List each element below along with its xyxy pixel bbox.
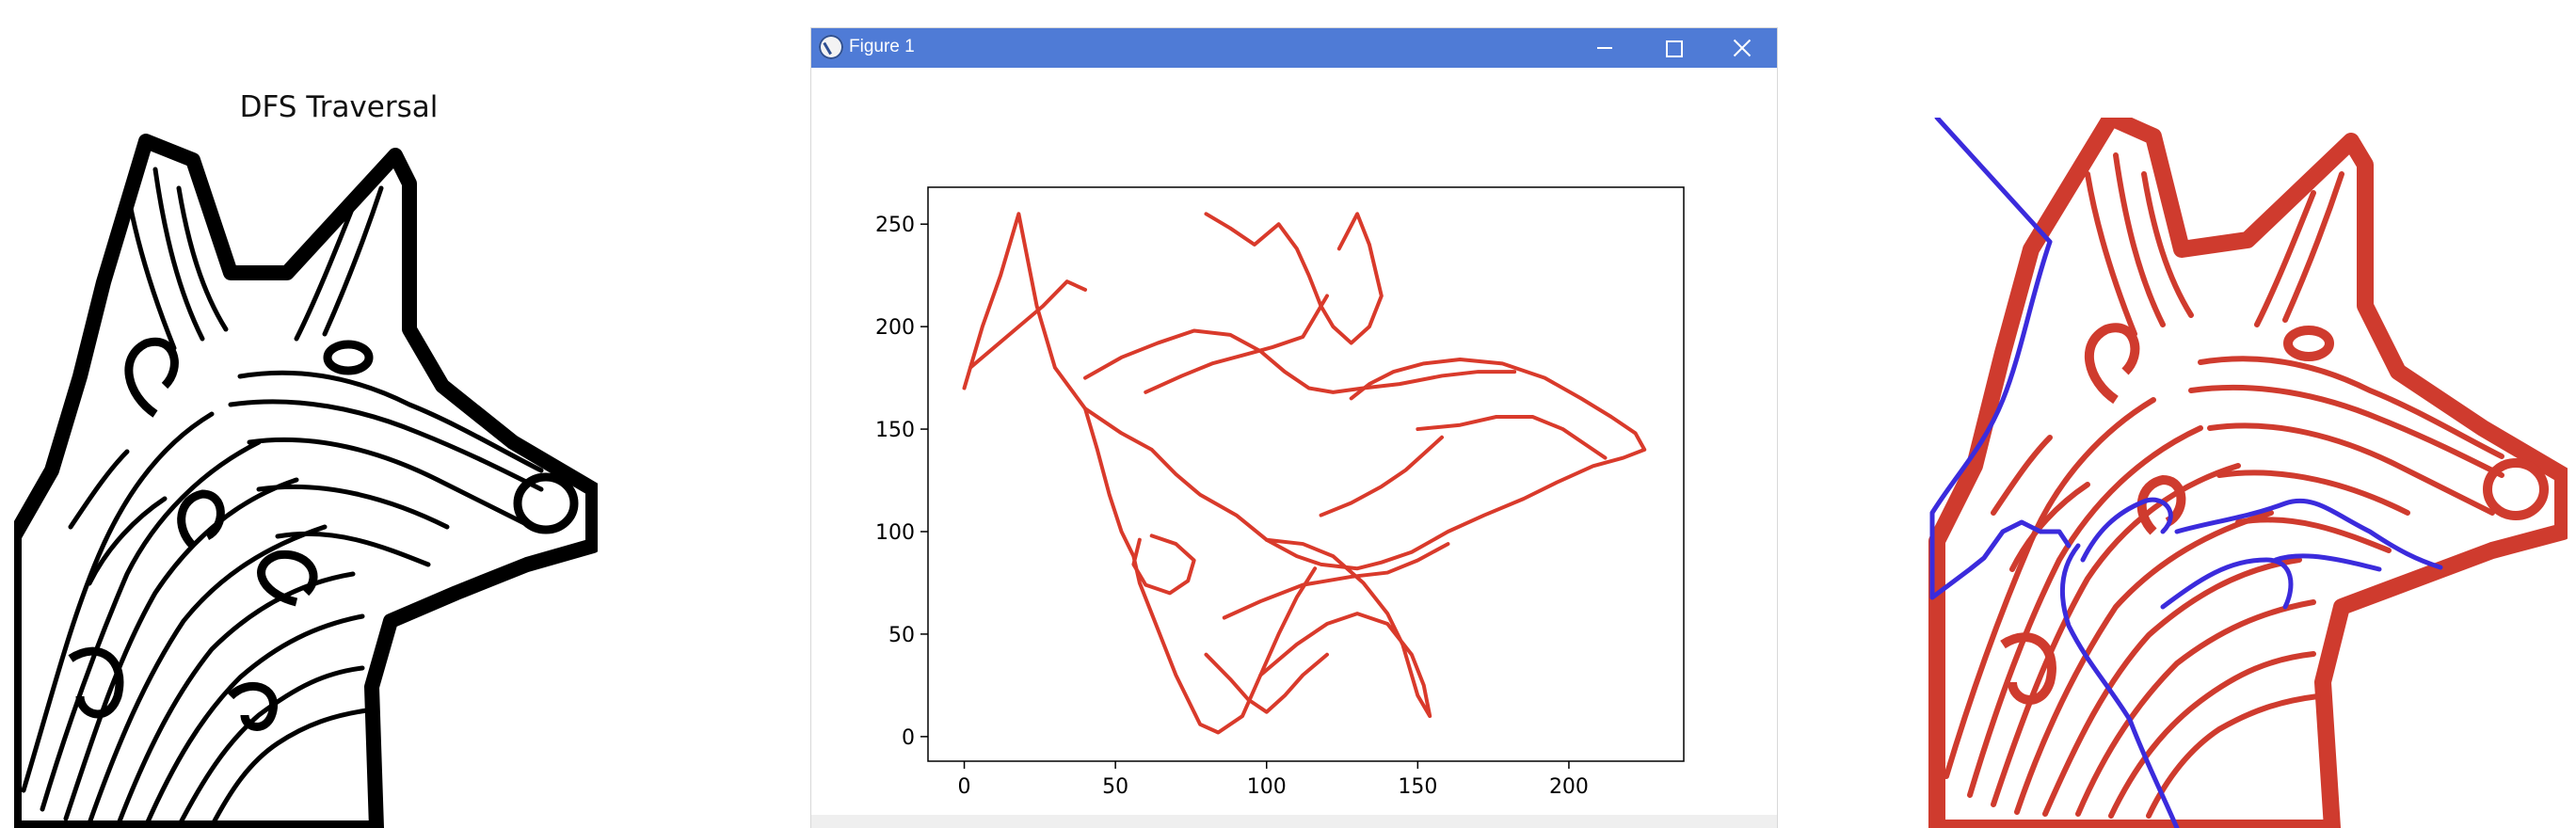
toolbar-strip (811, 815, 1777, 828)
series-0-segment-3 (1204, 212, 1384, 345)
close-button[interactable] (1709, 28, 1775, 68)
dog-head-lineart-icon (14, 134, 598, 828)
y-axis: 0 50 100 150 200 250 (875, 214, 928, 750)
x-tick-label: 200 (1549, 775, 1589, 799)
trace-panel (1920, 0, 2576, 828)
series-0-segment-0 (962, 212, 1647, 571)
y-tick-label: 250 (875, 214, 915, 237)
series-layer (962, 212, 1647, 735)
maximize-icon (1666, 40, 1683, 57)
dog-head-traced-icon (1928, 118, 2568, 828)
series-0-segment-11 (1204, 652, 1329, 714)
minimize-icon (1597, 47, 1612, 49)
series-0-segment-9 (1144, 294, 1329, 394)
matplotlib-icon (819, 35, 843, 59)
series-0-segment-10 (1319, 435, 1445, 518)
plot-background (811, 68, 1777, 815)
series-0-segment-7 (1222, 542, 1450, 620)
x-tick-label: 0 (958, 775, 971, 799)
x-axis: 0 50 100 150 200 (958, 761, 1589, 799)
y-tick-label: 200 (875, 316, 915, 340)
x-tick-label: 150 (1398, 775, 1437, 799)
traversal-plot: 0 50 100 150 200 0 50 100 150 200 250 (811, 68, 1777, 815)
y-tick-label: 50 (888, 624, 915, 647)
figure-window: Figure 1 0 50 100 150 200 0 50 100 150 200 250 (811, 28, 1777, 828)
y-tick-label: 150 (875, 419, 915, 442)
dfs-panel: DFS Traversal (0, 0, 772, 828)
window-titlebar[interactable]: Figure 1 (811, 28, 1777, 68)
x-tick-label: 50 (1102, 775, 1128, 799)
series-0-segment-2 (1258, 537, 1432, 719)
series-0-segment-8 (968, 279, 1088, 370)
maximize-button[interactable] (1640, 28, 1706, 68)
close-icon (1732, 38, 1752, 58)
minimize-button[interactable] (1572, 28, 1638, 68)
series-0-segment-4 (1083, 328, 1517, 394)
window-title: Figure 1 (849, 37, 915, 56)
x-tick-label: 100 (1247, 775, 1287, 799)
panel-title: DFS Traversal (239, 90, 439, 124)
y-tick-label: 100 (875, 521, 915, 545)
series-0-segment-5 (1416, 415, 1608, 460)
series-0-segment-1 (1083, 406, 1318, 735)
y-tick-label: 0 (902, 726, 915, 750)
axes-frame (927, 186, 1685, 762)
series-0-segment-6 (1131, 533, 1196, 596)
